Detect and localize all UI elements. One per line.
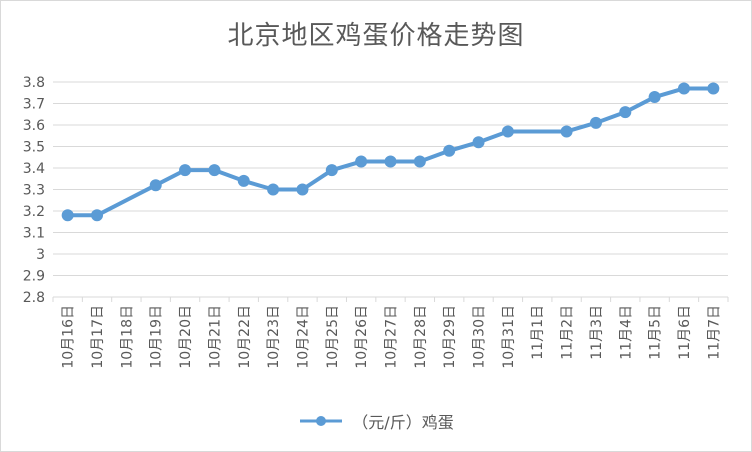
y-tick-label: 3.5 [23, 140, 45, 156]
y-tick-label: 3.3 [23, 183, 45, 199]
x-tick-label: 10月21日 [207, 305, 223, 369]
legend-label: （元/斤）鸡蛋 [352, 413, 454, 432]
data-point [208, 164, 221, 177]
data-point [707, 82, 720, 95]
x-tick-label: 10月26日 [354, 305, 370, 369]
x-tick-label: 10月31日 [501, 305, 517, 369]
data-point [237, 174, 250, 187]
x-tick-label: 10月29日 [442, 305, 458, 369]
data-point [677, 82, 690, 95]
x-tick-label: 10月19日 [149, 305, 165, 369]
x-tick-label: 10月27日 [384, 305, 400, 369]
x-tick-label: 10月22日 [237, 305, 253, 369]
data-point [384, 155, 397, 168]
x-tick-label: 10月18日 [119, 305, 135, 369]
y-tick-label: 3.8 [23, 75, 45, 91]
x-tick-label: 11月5日 [648, 305, 664, 360]
legend-line-marker-icon [300, 416, 343, 426]
y-tick-label: 2.8 [23, 290, 45, 306]
y-tick-label: 3.4 [23, 161, 45, 177]
x-tick-label: 10月24日 [295, 305, 311, 369]
data-point [355, 155, 368, 168]
data-point [619, 106, 632, 119]
data-point [61, 209, 74, 222]
x-tick-label: 10月16日 [61, 305, 77, 369]
x-tick-label: 10月28日 [413, 305, 429, 369]
x-tick-label: 10月20日 [178, 305, 194, 369]
data-point [179, 164, 192, 177]
data-point [648, 91, 661, 104]
data-point [589, 116, 602, 129]
x-tick-label: 11月3日 [589, 305, 605, 360]
data-point [501, 125, 514, 138]
data-point [325, 164, 338, 177]
data-point [91, 209, 104, 222]
data-point [413, 155, 426, 168]
x-tick-label: 11月4日 [618, 305, 634, 360]
data-point [443, 144, 456, 157]
data-point [149, 179, 162, 192]
y-tick-label: 2.9 [23, 269, 45, 285]
y-tick-label: 3 [36, 247, 45, 263]
x-tick-label: 10月17日 [90, 305, 106, 369]
series-line [65, 86, 716, 218]
data-point [560, 125, 573, 138]
chart-title: 北京地区鸡蛋价格走势图 [227, 21, 525, 51]
x-tick-label: 10月25日 [325, 305, 341, 369]
legend: （元/斤）鸡蛋 [1, 409, 751, 433]
x-tick-label: 11月1日 [530, 305, 546, 360]
x-tick-label: 11月6日 [677, 305, 693, 360]
y-tick-label: 3.7 [23, 97, 45, 113]
x-tick-label: 11月7日 [706, 305, 722, 360]
data-point [472, 136, 485, 149]
x-tick-label: 10月23日 [266, 305, 282, 369]
data-point [267, 183, 280, 196]
x-tick-label: 10月30日 [472, 305, 488, 369]
y-tick-label: 3.1 [23, 226, 45, 242]
y-tick-label: 3.2 [23, 204, 45, 220]
y-tick-label: 3.6 [23, 118, 45, 134]
x-tick-label: 11月2日 [560, 305, 576, 360]
data-point [296, 183, 309, 196]
